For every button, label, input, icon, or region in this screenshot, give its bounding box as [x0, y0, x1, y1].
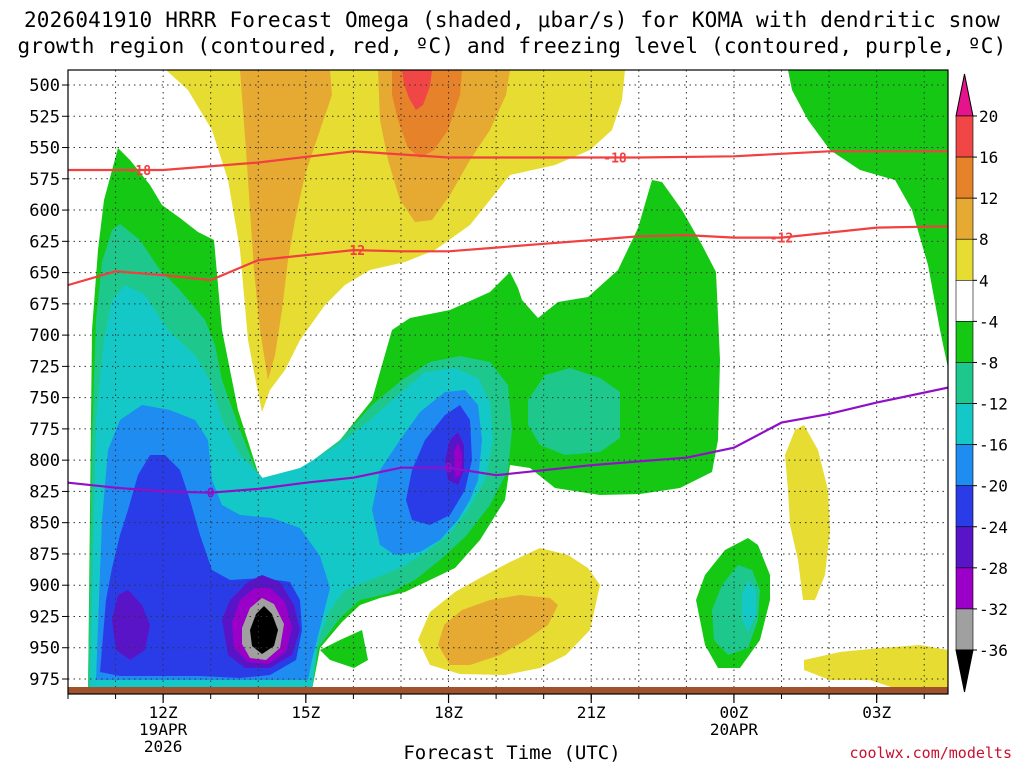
colorbar-cell — [955, 403, 974, 445]
colorbar-label: -12 — [979, 395, 1008, 414]
y-tick-label: 750 — [29, 389, 60, 409]
omega-region--8..-4 — [788, 70, 948, 368]
omega-region-4..8 — [804, 645, 948, 690]
contour-dgz-isotherm — [68, 225, 948, 287]
y-tick-label: 900 — [29, 576, 60, 596]
x-tick-date: 20APR — [710, 720, 759, 739]
credit-link[interactable]: coolwx.com/modelts — [849, 744, 1012, 762]
x-tick-label: 12Z — [149, 703, 178, 722]
colorbar-cell — [955, 485, 974, 528]
colorbar-cell — [955, 115, 974, 158]
contour-label: 0 — [207, 487, 215, 502]
colorbar-cell — [955, 321, 974, 363]
colorbar-label: -4 — [979, 312, 998, 331]
colorbar-cell — [955, 238, 974, 281]
omega-region--28..-24 — [112, 590, 150, 660]
contour-label: 0 — [445, 462, 453, 477]
colorbar-cell — [955, 156, 974, 199]
x-tick-label: 03Z — [862, 703, 891, 722]
contour-label: -12 — [770, 232, 793, 247]
contour-lines: -18 -18 -12 -12 0 0 — [68, 150, 948, 502]
y-tick-label: 800 — [29, 451, 60, 471]
colorbar-label: 20 — [979, 107, 998, 126]
chart-title-line-2: growth region (contoured, red, ºC) and f… — [17, 34, 1007, 58]
colorbar-label: -28 — [979, 559, 1008, 578]
plot-frame — [67, 69, 949, 695]
omega-region-4..8 — [785, 425, 830, 600]
y-tick-label: 600 — [29, 201, 60, 221]
colorbar-cell — [955, 444, 974, 486]
colorbar-cap-high — [955, 73, 974, 117]
x-tick-label: 00Z — [719, 703, 748, 722]
y-tick-label: 925 — [29, 607, 60, 627]
y-tick-label: 850 — [29, 514, 60, 534]
colorbar-label: 8 — [979, 230, 989, 249]
dotted-grid — [68, 70, 948, 694]
colorbar-cell — [955, 362, 974, 404]
colorbar-label: 12 — [979, 189, 998, 208]
x-tick-label: 15Z — [291, 703, 320, 722]
colorbar-label: 4 — [979, 271, 989, 290]
omega-region-16..20 — [402, 70, 432, 110]
colorbar-label: -36 — [979, 641, 1008, 660]
y-tick-label: 975 — [29, 670, 60, 690]
colorbar-label: -8 — [979, 353, 998, 372]
colorbar-label: -24 — [979, 518, 1008, 537]
colorbar-cap-low — [955, 649, 974, 693]
omega-region-8..12 — [240, 70, 332, 380]
omega-region--16..-12 — [742, 580, 756, 632]
colorbar-label: -20 — [979, 477, 1008, 496]
ground-bar — [68, 687, 948, 694]
x-tick-year: 2026 — [144, 737, 183, 756]
x-tick-label: 18Z — [434, 703, 463, 722]
x-tick-label: 21Z — [577, 703, 606, 722]
colorbar-cell — [955, 197, 974, 240]
y-tick-label: 550 — [29, 139, 60, 159]
x-tick-date: 19APR — [139, 720, 188, 739]
y-tick-label: 625 — [29, 232, 60, 252]
y-tick-label: 700 — [29, 326, 60, 346]
omega-region--12..-8 — [528, 368, 620, 455]
colorbar-cell — [955, 526, 974, 569]
pressure-axis: 500 525 550 575 600 625 650 675 700 725 750 775 800 8… — [29, 76, 68, 690]
x-axis-title: Forecast Time (UTC) — [403, 742, 621, 764]
colorbar-cell — [955, 608, 974, 651]
colorbar-cell — [955, 567, 974, 610]
omega-colorbar: -36 -32 -28 -24 -20 -16 -12 -8 -4 4 8 12 16 20 — [955, 73, 1008, 693]
y-tick-label: 950 — [29, 639, 60, 659]
colorbar-label: -16 — [979, 436, 1008, 455]
contour-label: -18 — [603, 152, 627, 167]
y-tick-label: 675 — [29, 295, 60, 315]
colorbar-label: 16 — [979, 148, 998, 167]
chart-title-line-1: 2026041910 HRRR Forecast Omega (shaded, … — [23, 8, 1001, 32]
y-tick-label: 775 — [29, 420, 60, 440]
contour-label: -18 — [128, 164, 152, 179]
y-tick-label: 725 — [29, 357, 60, 377]
y-tick-label: 650 — [29, 264, 60, 284]
omega-shading — [88, 70, 948, 690]
contour-label: -12 — [342, 244, 365, 259]
y-tick-label: 875 — [29, 545, 60, 565]
y-tick-label: 825 — [29, 482, 60, 502]
omega-region-<-36 — [250, 606, 278, 654]
colorbar-label: -32 — [979, 600, 1008, 619]
y-tick-label: 500 — [29, 76, 60, 96]
contour-freezing-level — [68, 386, 948, 494]
y-tick-label: 525 — [29, 107, 60, 127]
y-tick-label: 575 — [29, 170, 60, 190]
omega-region--8..-4 — [320, 630, 368, 668]
colorbar-cell — [955, 280, 974, 322]
omega-region-8..12 — [438, 595, 558, 665]
contour-dgz-isotherm — [68, 150, 948, 172]
